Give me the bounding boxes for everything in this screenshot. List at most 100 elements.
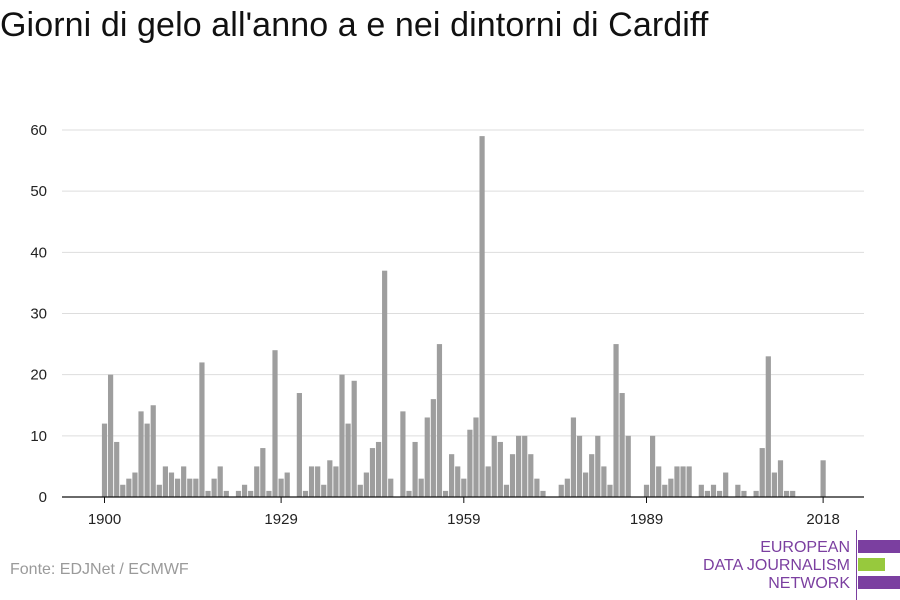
bar-1981: [595, 435, 601, 497]
bar-2004: [735, 484, 741, 497]
x-tick-label-2018: 2018: [806, 511, 839, 528]
bar-1918: [211, 478, 217, 497]
bar-1946: [382, 270, 388, 497]
bar-1955: [436, 344, 443, 497]
bar-1926: [260, 448, 266, 497]
bar-1963: [485, 466, 491, 497]
logo-bar-purple-bottom: [858, 576, 900, 589]
bar-1920: [223, 490, 229, 497]
logo-bar-purple-top: [858, 540, 900, 553]
bar-1929: [278, 478, 284, 497]
bar-1953: [424, 417, 430, 497]
bar-1994: [674, 466, 680, 497]
bar-1927: [266, 490, 272, 497]
bar-1993: [668, 478, 674, 497]
bar-1924: [248, 490, 254, 497]
bar-1928: [272, 350, 278, 497]
edjnet-logo: EUROPEAN DATA JOURNALISM NETWORK: [700, 530, 900, 600]
bar-1944: [369, 448, 376, 497]
bar-1983: [607, 484, 613, 497]
bar-1917: [205, 490, 211, 497]
source-note: Fonte: EDJNet / ECMWF: [10, 561, 189, 578]
bar-2012: [783, 490, 790, 497]
bar-1990: [650, 435, 656, 497]
bar-1915: [193, 478, 199, 497]
bar-1982: [601, 466, 607, 497]
bar-2001: [716, 490, 723, 497]
bar-1986: [625, 435, 631, 497]
bar-1943: [363, 472, 369, 497]
bar-2013: [790, 490, 796, 497]
bar-1949: [400, 411, 406, 497]
bar-1911: [168, 472, 175, 497]
bar-1969: [522, 435, 528, 497]
x-tick-label-1929: 1929: [264, 511, 297, 528]
bar-1972: [540, 490, 546, 497]
bar-1935: [315, 466, 321, 497]
bar-1936: [321, 484, 327, 497]
bar-1910: [162, 466, 168, 497]
bar-1992: [662, 484, 668, 497]
bar-1902: [114, 441, 120, 497]
bar-1907: [144, 423, 150, 497]
bar-1995: [680, 466, 686, 497]
bar-1971: [534, 478, 540, 497]
bar-1978: [576, 435, 583, 497]
bar-1977: [570, 417, 577, 497]
bar-1913: [181, 466, 187, 497]
bar-1999: [704, 490, 711, 497]
bar-1922: [235, 490, 242, 497]
bar-2005: [741, 490, 747, 497]
bar-1985: [619, 393, 625, 497]
bar-1968: [516, 435, 522, 497]
bar-1961: [473, 417, 479, 497]
bar-1906: [138, 411, 144, 497]
x-tick-label-1900: 1900: [88, 511, 121, 528]
bar-1939: [339, 374, 345, 497]
bar-1925: [254, 466, 260, 497]
bar-2007: [753, 490, 759, 497]
bar-1950: [406, 490, 412, 497]
bar-1937: [327, 460, 333, 497]
gridlines: [62, 129, 864, 437]
bar-1957: [449, 454, 455, 497]
y-tick-label-50: 50: [30, 183, 47, 200]
bar-1914: [187, 478, 193, 497]
bar-1956: [442, 490, 449, 497]
bar-1960: [467, 429, 473, 497]
y-tick-label-10: 10: [30, 428, 47, 445]
bar-1966: [503, 484, 510, 497]
bar-1996: [686, 466, 692, 497]
bar-1908: [150, 405, 156, 497]
y-tick-label-40: 40: [30, 244, 47, 261]
bar-1959: [461, 478, 467, 497]
logo-line-2: DATA JOURNALISM: [703, 557, 850, 574]
y-tick-label-30: 30: [30, 306, 47, 323]
bar-1934: [308, 466, 315, 497]
y-tick-label-20: 20: [30, 367, 47, 384]
x-tick-label-1989: 1989: [630, 511, 663, 528]
bar-1947: [388, 478, 394, 497]
bar-1912: [174, 478, 181, 497]
bar-1900: [101, 423, 108, 497]
bar-2000: [710, 484, 717, 497]
bar-1909: [156, 484, 162, 497]
bar-1991: [656, 466, 662, 497]
bar-2009: [765, 356, 771, 497]
bar-1952: [418, 478, 424, 497]
bars: [101, 136, 826, 497]
bar-1964: [491, 435, 497, 497]
bar-1980: [589, 454, 595, 497]
x-tick-label-1959: 1959: [447, 511, 480, 528]
bar-1954: [430, 399, 436, 497]
bar-2018: [820, 460, 826, 497]
x-ticks: 1900 1929 1959 1989 2018: [88, 497, 840, 528]
bar-1923: [241, 484, 248, 497]
bar-1979: [583, 472, 589, 497]
logo-line-3: NETWORK: [768, 575, 850, 592]
bar-1932: [296, 393, 302, 497]
bar-1904: [126, 478, 132, 497]
bar-1941: [351, 380, 357, 497]
bar-1965: [497, 441, 503, 497]
